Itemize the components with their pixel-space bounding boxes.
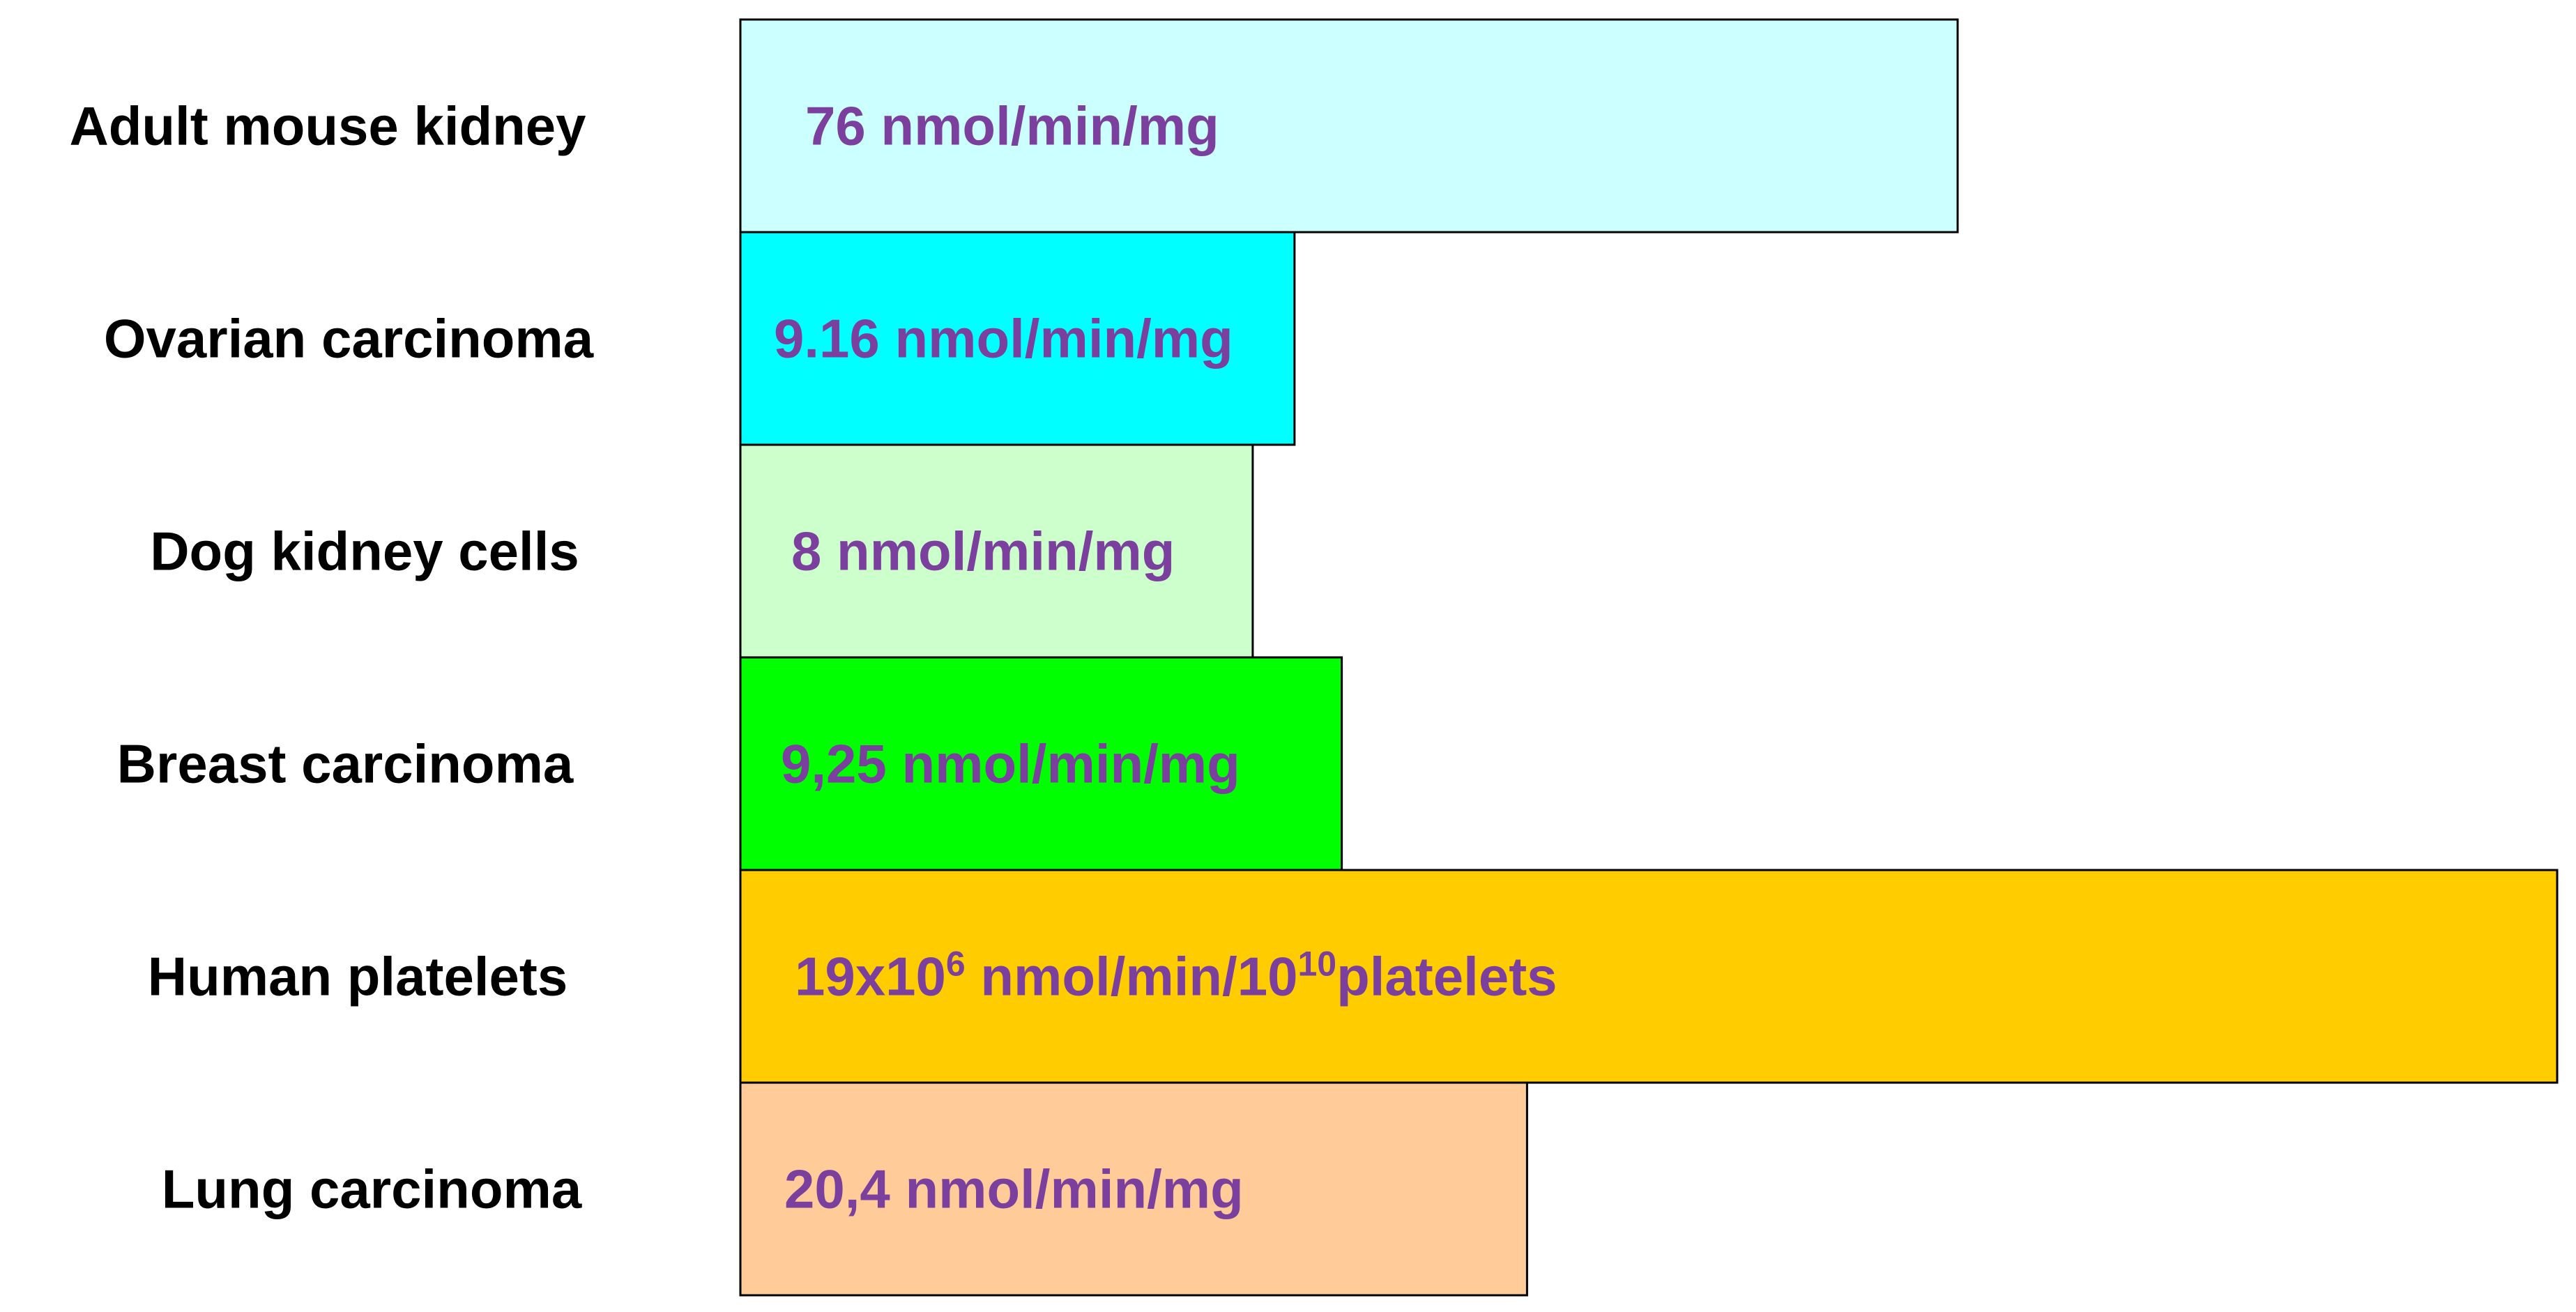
value-label-lung-carcinoma: 20,4 nmol/min/mg [784, 1159, 1244, 1220]
category-label-dog-kidney-cells: Dog kidney cells [150, 521, 579, 582]
value-label-dog-kidney-cells: 8 nmol/min/mg [791, 521, 1175, 582]
category-label-lung-carcinoma: Lung carcinoma [162, 1159, 582, 1220]
category-label-human-platelets: Human platelets [148, 946, 567, 1007]
category-label-breast-carcinoma: Breast carcinoma [117, 733, 574, 795]
category-labels-layer: Adult mouse kidney Ovarian carcinoma Dog k… [69, 96, 593, 1220]
bar-adult-mouse-kidney [739, 18, 1959, 234]
bar-human-platelets [739, 869, 2559, 1084]
category-label-ovarian-carcinoma: Ovarian carcinoma [104, 308, 594, 369]
bars-layer [739, 18, 2559, 1297]
value-label-breast-carcinoma: 9,25 nmol/min/mg [781, 733, 1240, 795]
value-labels-layer: 76 nmol/min/mg 9.16 nmol/min/mg 8 nmol/min… [774, 96, 1557, 1220]
value-label-ovarian-carcinoma: 9.16 nmol/min/mg [774, 308, 1233, 369]
category-label-adult-mouse-kidney: Adult mouse kidney [69, 96, 586, 157]
bar-ovarian-carcinoma [739, 231, 1296, 446]
bar-dog-kidney-cells [739, 443, 1254, 659]
bar-lung-carcinoma [739, 1081, 1528, 1297]
value-label-adult-mouse-kidney: 76 nmol/min/mg [805, 96, 1219, 157]
value-label-human-platelets: 19x106 nmol/min/1010platelets [795, 945, 1557, 1007]
bar-breast-carcinoma [739, 656, 1343, 871]
